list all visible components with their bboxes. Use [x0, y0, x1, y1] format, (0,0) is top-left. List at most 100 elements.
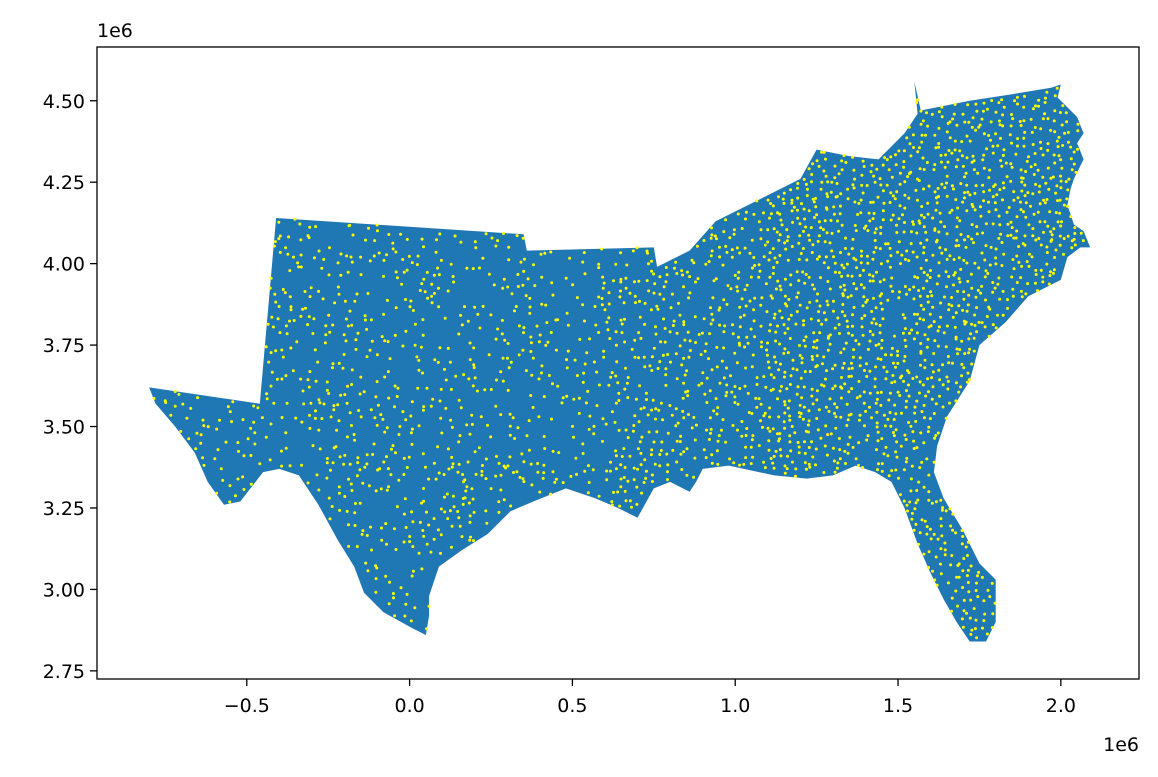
county-point	[897, 217, 901, 221]
county-point	[383, 430, 387, 434]
county-point	[173, 390, 177, 394]
county-point	[1001, 124, 1005, 128]
county-point	[948, 254, 952, 258]
county-point	[788, 434, 792, 438]
county-point	[389, 473, 393, 477]
county-point	[974, 184, 978, 188]
county-point	[1038, 220, 1042, 224]
county-point	[728, 457, 732, 461]
county-point	[327, 392, 331, 395]
county-point	[700, 381, 704, 385]
county-point	[664, 280, 668, 284]
county-point	[206, 425, 210, 429]
county-point	[484, 457, 488, 461]
county-point	[464, 489, 468, 493]
county-point	[973, 208, 977, 212]
county-point	[359, 415, 363, 419]
county-point	[783, 375, 786, 379]
county-point	[768, 323, 772, 327]
county-point	[309, 286, 313, 290]
county-point	[884, 445, 888, 449]
county-point	[834, 415, 838, 419]
county-point	[894, 365, 897, 369]
county-point	[393, 527, 396, 531]
county-point	[950, 296, 954, 299]
county-point	[925, 279, 929, 283]
county-point	[884, 377, 888, 381]
county-point	[597, 494, 601, 498]
county-point	[889, 353, 893, 357]
county-point	[877, 462, 880, 466]
county-point	[813, 216, 816, 219]
county-point	[968, 193, 972, 197]
county-point	[905, 503, 909, 507]
county-point	[401, 410, 405, 414]
county-point	[506, 356, 509, 360]
county-point	[994, 326, 998, 330]
county-point	[839, 285, 843, 289]
county-point	[928, 312, 932, 316]
county-point	[521, 477, 525, 481]
county-point	[733, 273, 737, 277]
county-point	[857, 441, 861, 445]
county-point	[425, 386, 429, 390]
county-point	[915, 177, 919, 181]
county-point	[439, 533, 443, 537]
county-point	[431, 397, 435, 401]
county-point	[635, 485, 639, 489]
county-point	[1072, 237, 1076, 241]
county-point	[658, 453, 662, 456]
county-point	[353, 511, 357, 515]
county-point	[888, 201, 892, 204]
county-point	[740, 420, 744, 423]
county-point	[391, 592, 395, 595]
county-point	[401, 344, 405, 348]
county-point	[650, 269, 654, 273]
county-point	[969, 632, 973, 636]
county-point	[306, 323, 310, 327]
county-point	[987, 305, 991, 309]
county-point	[807, 167, 811, 171]
county-point	[849, 412, 853, 416]
county-point	[787, 317, 791, 321]
county-point	[938, 378, 942, 382]
county-point	[610, 371, 614, 375]
county-point	[1004, 161, 1008, 165]
county-point	[353, 524, 357, 527]
county-point	[1027, 155, 1030, 159]
county-point	[810, 440, 813, 444]
county-point	[439, 387, 443, 391]
county-point	[833, 326, 837, 330]
county-point	[785, 239, 789, 243]
county-point	[1032, 173, 1036, 176]
county-point	[986, 272, 990, 275]
county-point	[785, 304, 789, 308]
county-point	[419, 345, 423, 349]
county-point	[638, 384, 642, 388]
county-point	[437, 305, 441, 309]
county-point	[778, 212, 782, 216]
county-point	[852, 348, 856, 352]
county-point	[724, 244, 728, 248]
county-point	[201, 418, 205, 422]
county-point	[512, 471, 515, 474]
county-point	[218, 418, 221, 422]
county-point	[199, 441, 203, 445]
county-point	[681, 273, 684, 277]
county-point	[623, 317, 626, 321]
county-point	[404, 329, 408, 333]
county-point	[941, 363, 944, 367]
county-point	[968, 347, 972, 351]
county-point	[708, 332, 712, 336]
county-point	[508, 455, 512, 459]
county-point	[358, 501, 362, 505]
county-point	[650, 369, 654, 372]
county-point	[831, 387, 835, 391]
county-point	[745, 283, 749, 287]
county-point	[631, 429, 635, 433]
county-point	[958, 348, 962, 352]
county-point	[623, 466, 627, 469]
county-point	[612, 490, 615, 494]
county-point	[1062, 237, 1066, 240]
county-point	[919, 109, 923, 113]
